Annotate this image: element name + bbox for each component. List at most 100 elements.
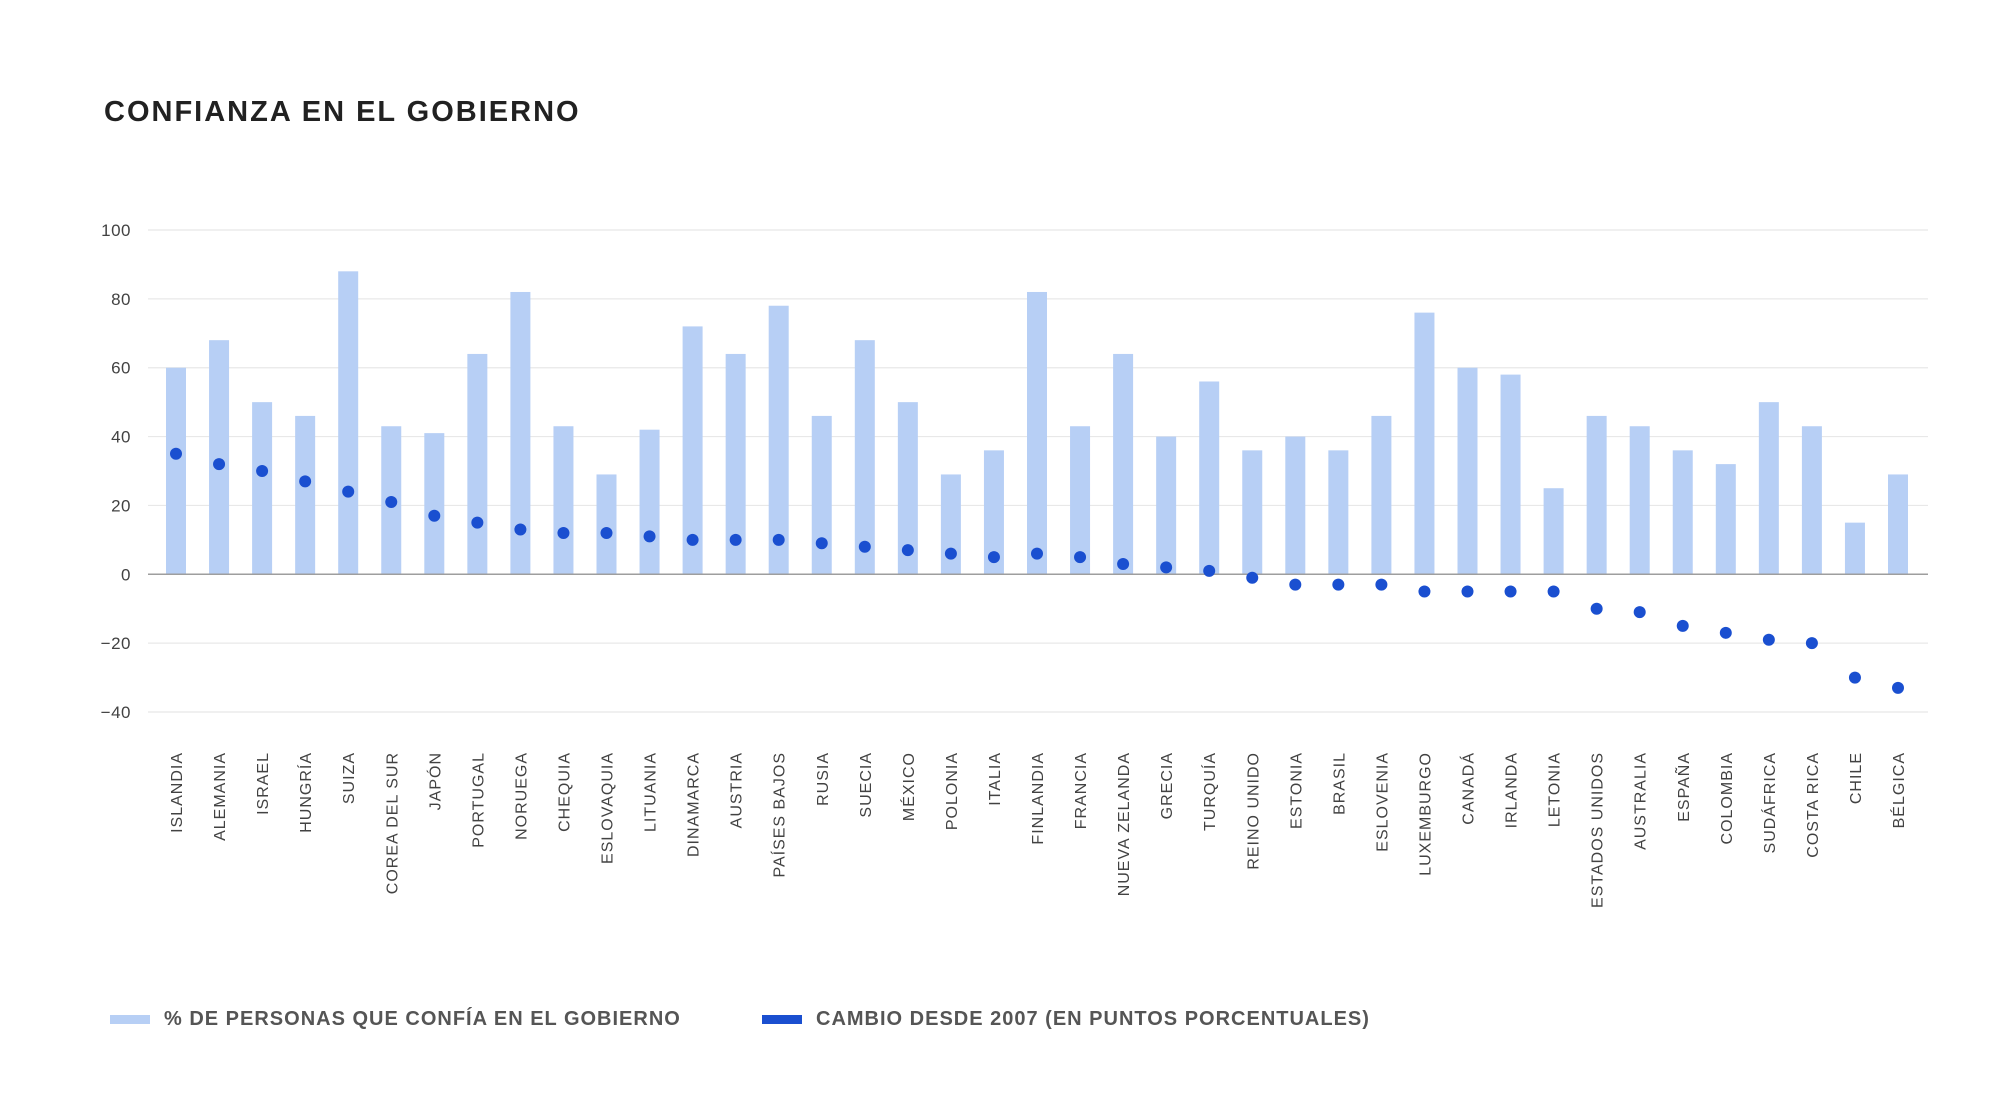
x-tick-label: RUSIA: [815, 752, 832, 806]
legend-dot-swatch: [762, 1015, 802, 1024]
data-point: [600, 526, 613, 539]
legend-bar-swatch: [110, 1015, 150, 1024]
data-point: [686, 533, 699, 546]
bar: [166, 367, 186, 575]
x-tick-label: FINLANDIA: [1030, 752, 1047, 845]
legend-dot-label: CAMBIO DESDE 2007 (EN PUNTOS PORCENTUALE…: [816, 1008, 1370, 1030]
y-tick-label: 80: [111, 290, 131, 309]
bar: [1586, 415, 1607, 575]
bar: [811, 415, 832, 575]
data-point: [1246, 571, 1259, 584]
y-tick-label: 0: [121, 565, 131, 584]
x-axis-labels: ISLANDIA ALEMANIA ISRAEL HUNGRÍA SUIZA COREA …: [169, 752, 1908, 908]
x-tick-label: BÉLGICA: [1889, 752, 1908, 828]
data-point: [987, 551, 1000, 564]
x-tick-label: LUXEMBURGO: [1417, 752, 1434, 876]
x-tick-label: ITALIA: [987, 752, 1004, 806]
bar: [1500, 374, 1521, 575]
bar: [553, 426, 574, 575]
y-tick-label: 40: [111, 428, 131, 447]
x-tick-label: FRANCIA: [1073, 752, 1090, 829]
x-tick-label: ESTADOS UNIDOS: [1590, 752, 1607, 908]
bar: [1672, 450, 1693, 575]
x-tick-label: TURQUÍA: [1200, 752, 1219, 831]
bar: [1844, 522, 1865, 575]
bar: [209, 340, 230, 575]
bar: [1242, 450, 1263, 575]
data-point: [772, 533, 785, 546]
bar: [1328, 450, 1349, 575]
data-point: [1461, 585, 1474, 598]
bar: [983, 450, 1004, 575]
bar: [1371, 415, 1392, 575]
data-point: [1590, 602, 1603, 615]
y-tick-label: 60: [111, 359, 131, 378]
x-tick-label: AUSTRALIA: [1633, 752, 1650, 850]
bar: [424, 433, 445, 575]
y-axis-ticks: 100 80 60 40 20 0 −20 −40: [101, 221, 131, 722]
bar: [1156, 436, 1177, 575]
bar: [1027, 291, 1047, 575]
x-tick-label: NUEVA ZELANDA: [1116, 752, 1133, 896]
bar: [1758, 402, 1779, 575]
data-point: [1719, 626, 1732, 639]
data-point: [858, 540, 871, 553]
bar: [1070, 426, 1091, 575]
x-tick-label: LITUANIA: [643, 752, 660, 832]
x-tick-label: ALEMANIA: [212, 752, 229, 841]
bar: [596, 474, 617, 575]
bar: [897, 402, 918, 575]
x-tick-label: PORTUGAL: [470, 752, 487, 848]
dot-series: [170, 447, 1904, 694]
chart-title: CONFIANZA EN EL GOBIERNO: [104, 96, 581, 128]
x-tick-label: IRLANDA: [1504, 752, 1521, 828]
x-tick-label: GRECIA: [1159, 752, 1176, 819]
data-point: [1547, 585, 1560, 598]
y-tick-label: 20: [111, 496, 131, 515]
x-tick-label: HUNGRÍA: [296, 752, 315, 833]
x-tick-label: BRASIL: [1331, 752, 1348, 815]
bar: [854, 340, 875, 575]
data-point: [1892, 681, 1904, 694]
x-tick-label: MÉXICO: [899, 752, 918, 821]
data-point: [1504, 585, 1517, 598]
bar: [1414, 312, 1435, 575]
bar: [1888, 474, 1908, 575]
x-tick-label: CHEQUIA: [556, 752, 573, 832]
data-point: [299, 475, 312, 488]
bar: [510, 291, 531, 575]
bar: [1543, 488, 1564, 575]
y-tick-label: −40: [101, 703, 131, 722]
data-point: [385, 495, 398, 508]
x-tick-label: ISRAEL: [255, 752, 272, 815]
x-tick-label: COLOMBIA: [1719, 752, 1736, 844]
y-tick-label: −20: [101, 634, 131, 653]
data-point: [901, 544, 914, 557]
x-tick-label: COSTA RICA: [1805, 752, 1822, 858]
data-point: [1160, 561, 1173, 574]
data-point: [557, 526, 570, 539]
bar: [1457, 367, 1478, 575]
bar: [725, 353, 746, 575]
bar: [338, 271, 359, 575]
data-point: [1117, 557, 1130, 570]
data-point: [1633, 606, 1646, 619]
x-tick-label: NORUEGA: [513, 752, 530, 840]
bar: [1199, 381, 1220, 575]
data-point: [1203, 564, 1216, 577]
data-point: [170, 447, 182, 460]
y-tick-label: 100: [101, 221, 131, 240]
data-point: [944, 547, 957, 560]
data-point: [815, 537, 828, 550]
x-tick-label: ISLANDIA: [169, 752, 186, 833]
x-tick-label: PAÍSES BAJOS: [770, 752, 789, 878]
bar: [1285, 436, 1306, 575]
x-tick-label: LETONIA: [1547, 752, 1564, 827]
x-tick-label: JAPÓN: [425, 752, 444, 810]
bar: [252, 402, 273, 575]
bar: [295, 415, 316, 575]
data-point: [1805, 637, 1818, 650]
data-point: [1289, 578, 1302, 591]
data-point: [471, 516, 484, 529]
